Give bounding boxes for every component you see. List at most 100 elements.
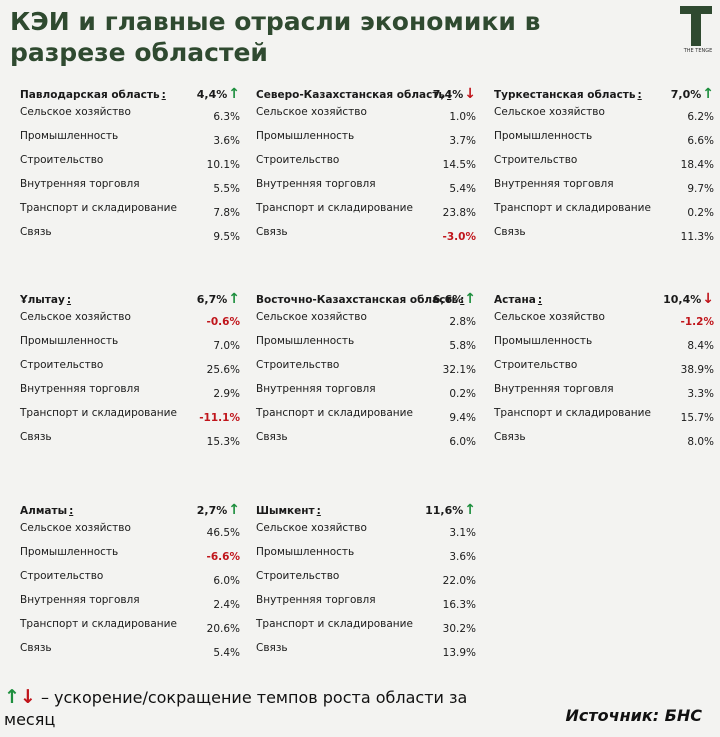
arrow-up-icon: ↑	[228, 502, 240, 518]
sector-label: Строительство	[20, 154, 104, 166]
sector-row: Сельское хозяйство 46.5%	[20, 522, 240, 546]
sector-label: Связь	[256, 642, 288, 654]
sector-row: Транспорт и складирование 15.7%	[494, 407, 714, 431]
sector-row: Строительство 10.1%	[20, 154, 240, 178]
region-total: 7,4%↓	[433, 87, 476, 102]
region-header: Ұлытау: 6,7%↑	[20, 277, 240, 307]
sector-row: Сельское хозяйство -0.6%	[20, 311, 240, 335]
region-total: 4,4%↑	[197, 87, 240, 102]
sector-value: 2.9%	[213, 388, 240, 400]
sector-label: Строительство	[20, 359, 104, 371]
sector-value: 10.1%	[206, 159, 240, 171]
sector-value: -1.2%	[680, 316, 714, 328]
sector-row: Строительство 18.4%	[494, 154, 714, 178]
sector-value: 6.2%	[687, 111, 714, 123]
sector-label: Транспорт и складирование	[494, 407, 651, 419]
region-colon: :	[637, 89, 642, 101]
sector-row: Внутренняя торговля 3.3%	[494, 383, 714, 407]
sector-value: -3.0%	[442, 231, 476, 243]
sector-label: Транспорт и складирование	[20, 618, 177, 630]
sector-value: -11.1%	[199, 412, 240, 424]
region-total: 6,6%↑	[433, 292, 476, 307]
sector-list: Сельское хозяйство 2.8% Промышленность 5.8%…	[256, 311, 476, 455]
sector-value: 2.8%	[449, 316, 476, 328]
sector-label: Строительство	[256, 359, 340, 371]
sector-row: Промышленность 7.0%	[20, 335, 240, 359]
sector-row: Транспорт и складирование 23.8%	[256, 202, 476, 226]
sector-list: Сельское хозяйство 1.0% Промышленность 3.7%…	[256, 106, 476, 250]
source-note: Источник: БНС	[565, 706, 702, 725]
sector-label: Сельское хозяйство	[256, 311, 367, 323]
sector-value: 23.8%	[442, 207, 476, 219]
sector-label: Внутренняя торговля	[20, 594, 140, 606]
arrow-up-icon: ↑	[228, 86, 240, 102]
sector-label: Сельское хозяйство	[494, 106, 605, 118]
sector-value: 6.6%	[687, 135, 714, 147]
sector-value: 9.7%	[687, 183, 714, 195]
sector-row: Строительство 22.0%	[256, 570, 476, 594]
sector-label: Промышленность	[20, 335, 119, 347]
sector-value: 3.6%	[213, 135, 240, 147]
region-total: 7,0%↑	[671, 87, 714, 102]
page-title: КЭИ и главные отрасли экономики в разрез…	[10, 7, 541, 67]
sector-label: Сельское хозяйство	[256, 522, 367, 534]
sector-label: Внутренняя торговля	[494, 178, 614, 190]
sector-row: Внутренняя торговля 2.4%	[20, 594, 240, 618]
sector-label: Транспорт и складирование	[20, 407, 177, 419]
sector-row: Строительство 6.0%	[20, 570, 240, 594]
sector-value: 15.7%	[680, 412, 714, 424]
sector-value: 5.5%	[213, 183, 240, 195]
sector-row: Строительство 32.1%	[256, 359, 476, 383]
sector-row: Транспорт и складирование 0.2%	[494, 202, 714, 226]
sector-value: 3.1%	[449, 527, 476, 539]
sector-row: Внутренняя торговля 9.7%	[494, 178, 714, 202]
sector-value: 0.2%	[687, 207, 714, 219]
sector-value: 18.4%	[680, 159, 714, 171]
sector-value: 16.3%	[442, 599, 476, 611]
sector-value: 6.0%	[449, 436, 476, 448]
region-header: Северо-Казахстанская область:7,4%↓	[256, 72, 476, 102]
sector-label: Сельское хозяйство	[20, 522, 131, 534]
sector-row: Внутренняя торговля 0.2%	[256, 383, 476, 407]
region-total-value: 6,6%	[432, 293, 464, 306]
region-header: Туркестанская область: 7,0%↑	[494, 72, 714, 102]
sector-row: Транспорт и складирование 9.4%	[256, 407, 476, 431]
sector-value: 13.9%	[442, 647, 476, 659]
sector-row: Транспорт и складирование -11.1%	[20, 407, 240, 431]
sector-row: Промышленность 3.6%	[20, 130, 240, 154]
sector-row: Транспорт и складирование 20.6%	[20, 618, 240, 642]
sector-row: Внутренняя торговля 2.9%	[20, 383, 240, 407]
arrow-up-icon: ↑	[464, 502, 476, 518]
region-colon: :	[447, 89, 452, 101]
region-total-value: 10,4%	[663, 293, 702, 306]
region-header: Шымкент: 11,6%↑	[256, 488, 476, 518]
arrow-down-icon: ↓	[19, 686, 36, 708]
region-name: Ұлытау:	[20, 294, 72, 306]
sector-row: Сельское хозяйство 1.0%	[256, 106, 476, 130]
sector-row: Связь -3.0%	[256, 226, 476, 250]
sector-label: Связь	[494, 431, 526, 443]
sector-value: 5.8%	[449, 340, 476, 352]
sector-label: Связь	[20, 642, 52, 654]
sector-value: 6.3%	[213, 111, 240, 123]
sector-value: 7.8%	[213, 207, 240, 219]
sector-row: Транспорт и складирование 30.2%	[256, 618, 476, 642]
sector-label: Промышленность	[20, 130, 119, 142]
sector-label: Промышленность	[20, 546, 119, 558]
sector-value: 15.3%	[206, 436, 240, 448]
region-total-value: 7,4%	[432, 88, 464, 101]
sector-value: 14.5%	[442, 159, 476, 171]
sector-value: 3.6%	[449, 551, 476, 563]
sector-row: Промышленность 6.6%	[494, 130, 714, 154]
sector-label: Промышленность	[494, 130, 593, 142]
region-colon: :	[316, 505, 321, 517]
sector-label: Внутренняя торговля	[494, 383, 614, 395]
region-header: Восточно-Казахстанская область:6,6%↑	[256, 277, 476, 307]
the-tenge-logo: THE TENGE	[676, 6, 718, 56]
sector-row: Строительство 14.5%	[256, 154, 476, 178]
region-colon: :	[66, 294, 72, 306]
sector-label: Связь	[256, 226, 288, 238]
region-total-value: 11,6%	[425, 504, 464, 517]
logo-stem-icon	[691, 14, 701, 46]
sector-row: Промышленность 5.8%	[256, 335, 476, 359]
